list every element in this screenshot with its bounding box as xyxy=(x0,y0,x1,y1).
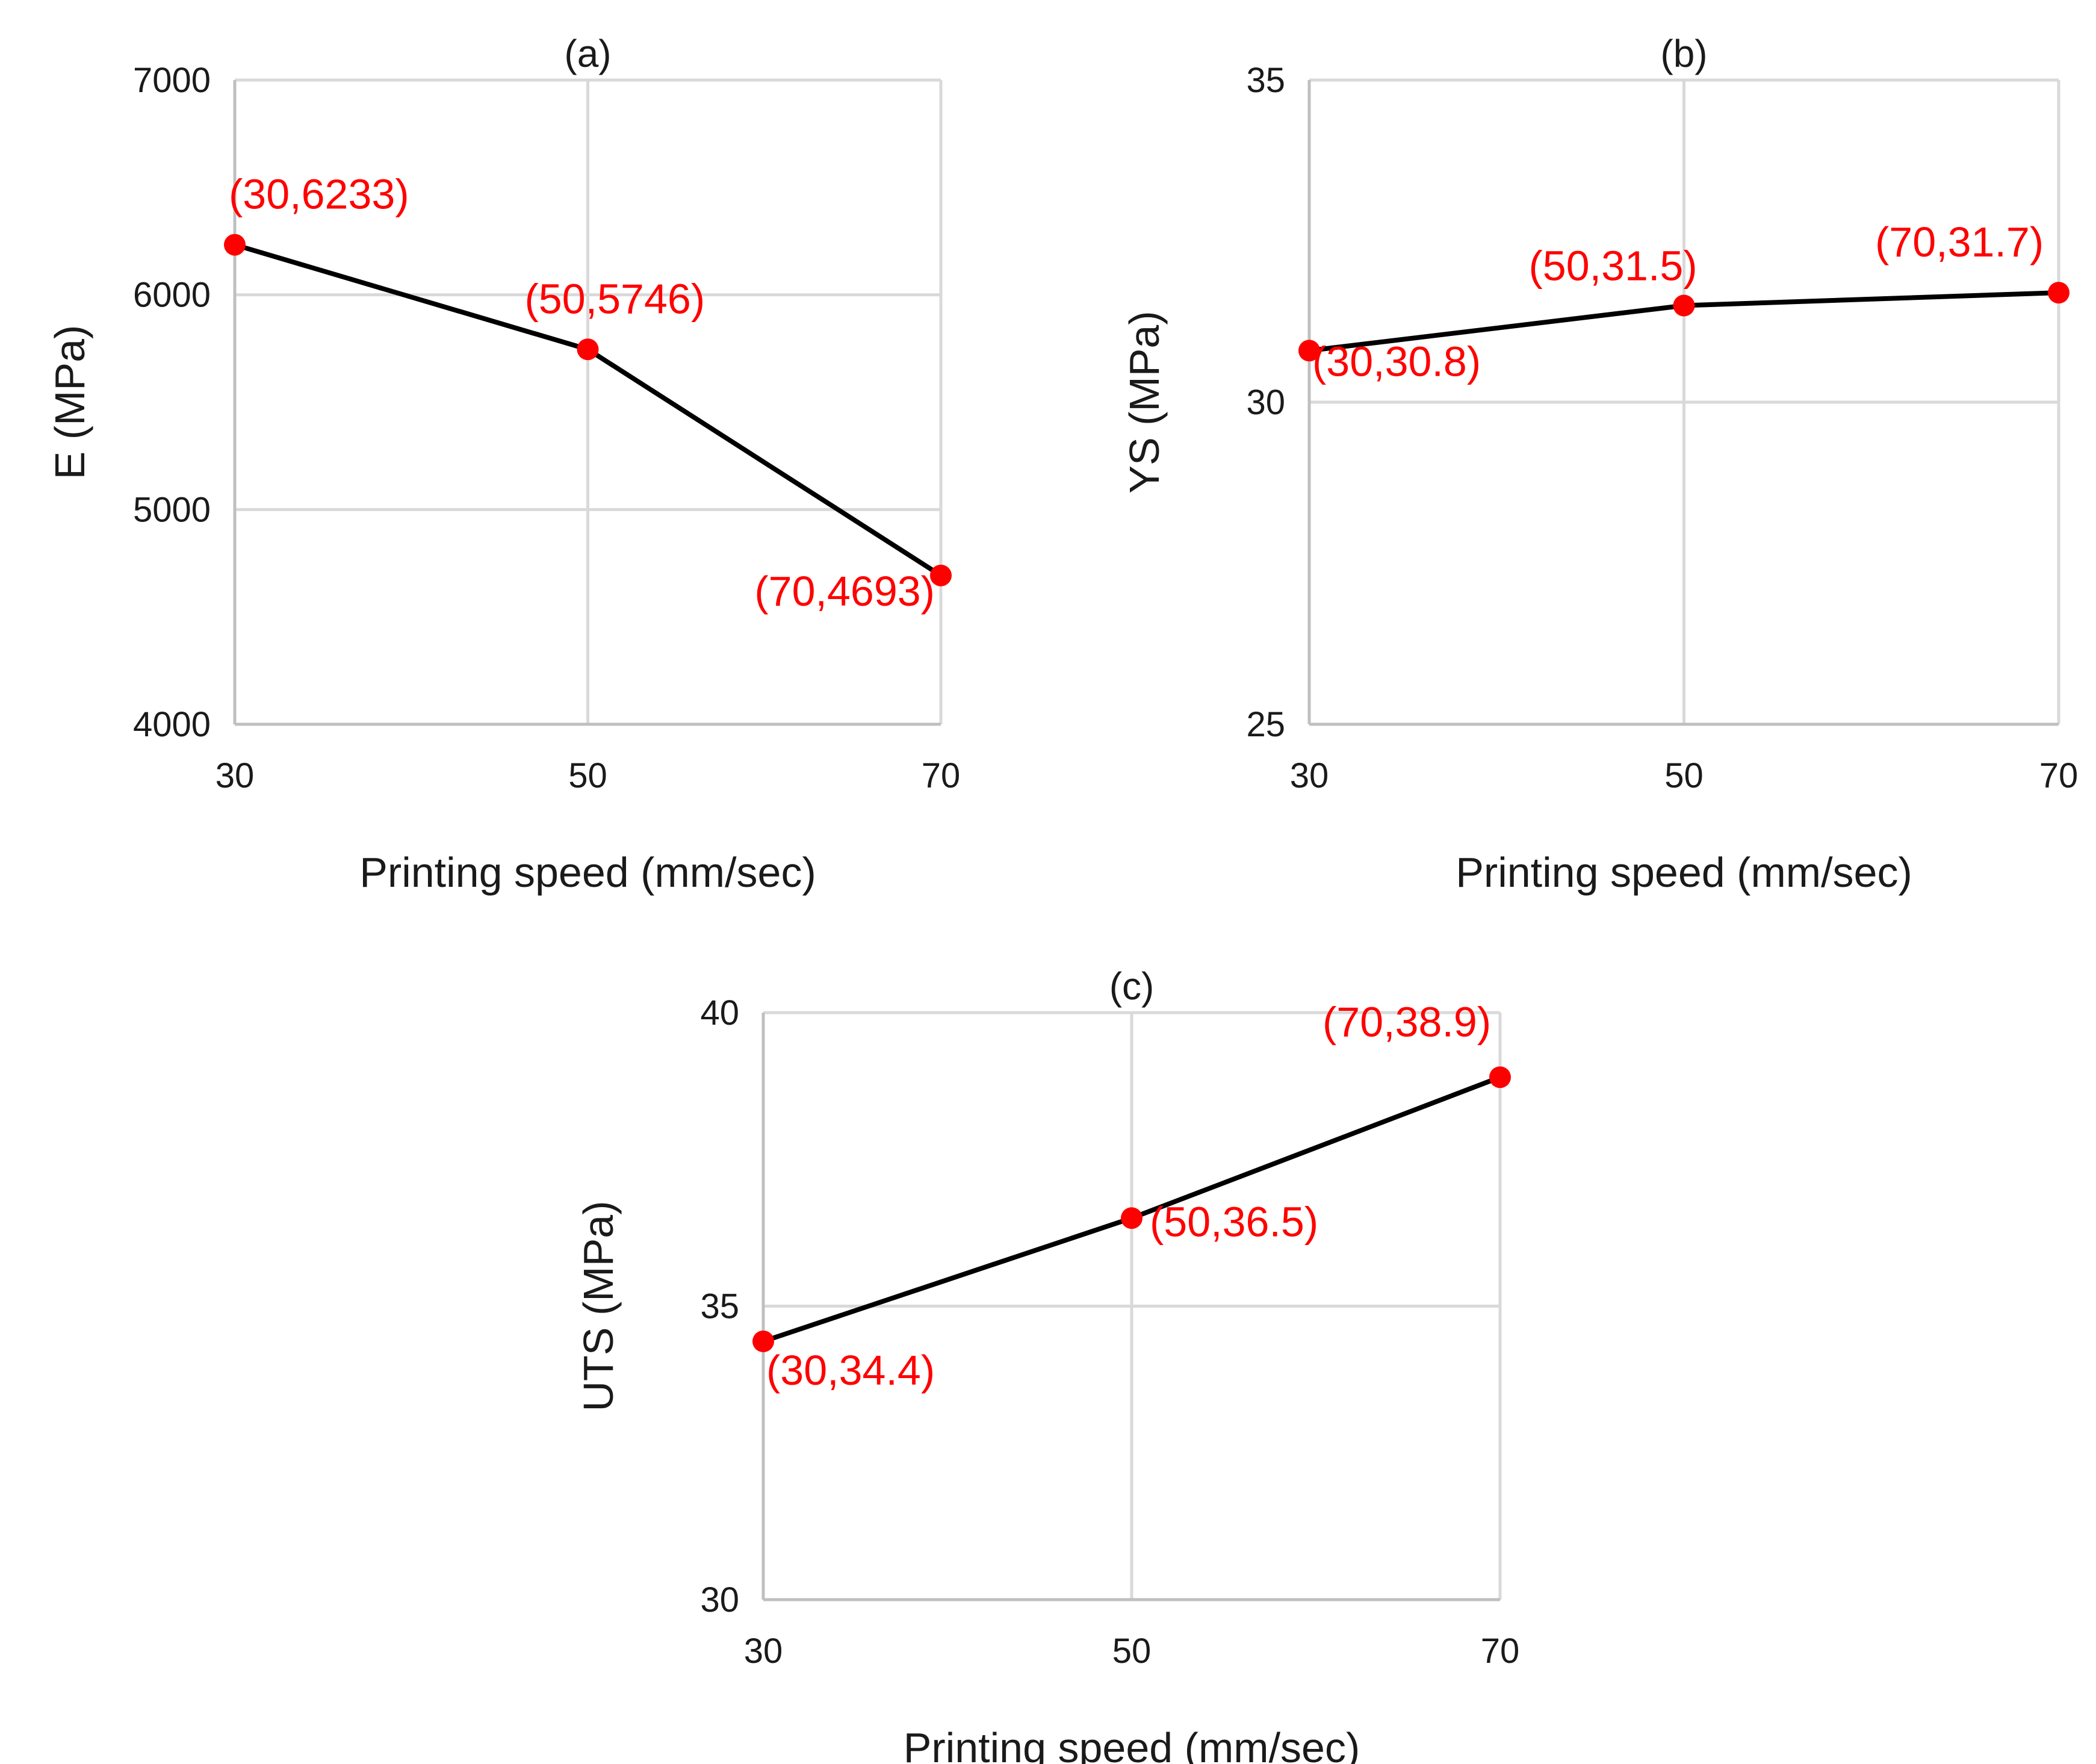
y-axis-title: E (MPa) xyxy=(46,325,93,480)
y-tick-label: 6000 xyxy=(133,276,211,315)
x-tick-label: 70 xyxy=(922,756,961,795)
x-axis-title: Printing speed (mm/sec) xyxy=(1456,849,1912,896)
y-tick-label: 30 xyxy=(700,1580,739,1620)
x-axis-title: Printing speed (mm/sec) xyxy=(359,849,816,896)
chart-title: (b) xyxy=(1660,32,1707,75)
data-point xyxy=(224,234,246,256)
data-point xyxy=(577,338,599,361)
data-point xyxy=(930,564,952,586)
x-tick-label: 50 xyxy=(1112,1632,1152,1671)
data-point xyxy=(1121,1207,1143,1229)
data-label: (50,36.5) xyxy=(1150,1198,1318,1245)
chart-title: (a) xyxy=(564,32,611,75)
data-label: (30,30.8) xyxy=(1312,338,1481,385)
data-point xyxy=(752,1331,774,1352)
y-tick-label: 25 xyxy=(1246,705,1285,744)
chart-title: (c) xyxy=(1109,964,1155,1008)
data-point xyxy=(1489,1066,1511,1089)
y-tick-label: 7000 xyxy=(133,61,211,100)
x-tick-label: 30 xyxy=(215,756,255,795)
data-point xyxy=(2048,282,2070,304)
y-tick-label: 5000 xyxy=(133,490,211,529)
y-axis-title: YS (MPa) xyxy=(1121,311,1168,493)
y-tick-label: 35 xyxy=(700,1287,739,1326)
y-tick-label: 4000 xyxy=(133,705,211,744)
data-label: (70,38.9) xyxy=(1322,998,1491,1045)
data-point xyxy=(1298,340,1320,362)
chart-panel-a: 4000 5000 6000 7000 30 50 70 (a) Printing speed … xyxy=(46,32,960,896)
data-label: (30,34.4) xyxy=(766,1347,935,1394)
data-label: (50,5746) xyxy=(525,275,705,322)
x-tick-label: 30 xyxy=(744,1632,783,1671)
data-point xyxy=(1673,294,1695,317)
data-label: (70,4693) xyxy=(754,568,935,615)
y-axis-title: UTS (MPa) xyxy=(575,1201,622,1412)
y-tick-label: 40 xyxy=(700,993,739,1033)
x-tick-label: 50 xyxy=(568,756,607,795)
chart-panel-c: 30 35 40 30 50 70 (c) Printing speed (mm/sec) UT… xyxy=(575,964,1519,1764)
y-tick-label: 30 xyxy=(1246,383,1285,422)
x-tick-label: 30 xyxy=(1290,756,1329,795)
data-label: (30,6233) xyxy=(229,171,409,218)
x-tick-label: 70 xyxy=(2039,756,2079,795)
x-tick-label: 50 xyxy=(1664,756,1704,795)
y-tick-label: 35 xyxy=(1246,61,1285,100)
x-tick-label: 70 xyxy=(1481,1632,1520,1671)
data-label: (50,31.5) xyxy=(1529,243,1698,290)
data-label: (70,31.7) xyxy=(1875,219,2044,266)
x-axis-title: Printing speed (mm/sec) xyxy=(904,1724,1360,1764)
